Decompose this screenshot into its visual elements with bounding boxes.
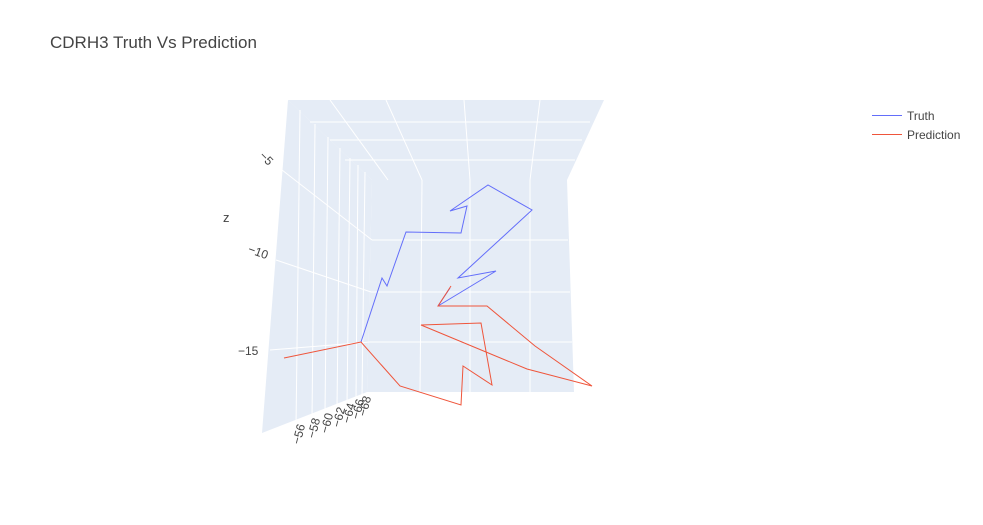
series-layer [283,184,593,406]
legend: Truth Prediction [872,106,960,144]
legend-item-truth[interactable]: Truth [872,106,960,125]
grid-lines [269,99,590,428]
y-tick: −58 [304,416,323,440]
left-wall [262,100,372,433]
legend-item-prediction[interactable]: Prediction [872,125,960,144]
z-tick: −15 [238,344,259,358]
legend-label: Truth [907,108,935,123]
y-tick: −60 [317,411,336,435]
y-tick: −62 [329,405,348,429]
z-axis-label: z [223,210,230,225]
y-tick: −56 [289,422,308,446]
y-tick: −64 [339,401,358,425]
y-tick: −68 [355,394,374,418]
legend-swatch [872,115,902,116]
z-tick: −5 [257,149,277,169]
chart-title: CDRH3 Truth Vs Prediction [50,33,257,52]
series-line-truth[interactable] [360,184,533,343]
z-tick: −10 [246,242,270,262]
legend-swatch [872,134,902,135]
legend-label: Prediction [907,127,961,142]
series-line-prediction[interactable] [283,285,593,406]
y-tick: −66 [348,397,367,421]
